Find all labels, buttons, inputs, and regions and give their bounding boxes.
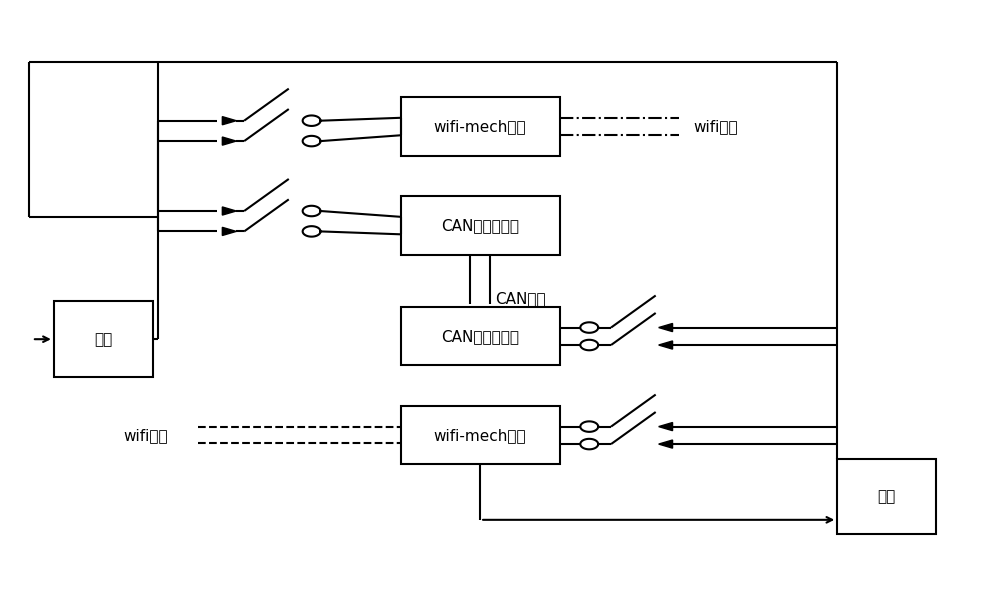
- FancyBboxPatch shape: [837, 459, 936, 534]
- Polygon shape: [659, 440, 673, 448]
- Polygon shape: [222, 137, 236, 145]
- FancyBboxPatch shape: [401, 307, 560, 365]
- Polygon shape: [659, 341, 673, 349]
- FancyBboxPatch shape: [54, 301, 153, 377]
- Text: CAN通信收发器: CAN通信收发器: [441, 218, 519, 233]
- FancyBboxPatch shape: [401, 196, 560, 255]
- Polygon shape: [222, 228, 236, 235]
- Text: wifi-mech模块: wifi-mech模块: [434, 428, 526, 443]
- Polygon shape: [222, 116, 236, 125]
- FancyBboxPatch shape: [401, 406, 560, 465]
- Text: 内机: 内机: [878, 489, 896, 504]
- Polygon shape: [222, 207, 236, 215]
- Text: wifi通信: wifi通信: [693, 119, 738, 134]
- Polygon shape: [659, 423, 673, 431]
- Text: CAN通信: CAN通信: [495, 291, 546, 306]
- Text: 外机: 外机: [94, 332, 112, 347]
- FancyBboxPatch shape: [401, 98, 560, 155]
- Text: wifi通信: wifi通信: [123, 428, 168, 443]
- Text: CAN通信收发器: CAN通信收发器: [441, 329, 519, 344]
- Polygon shape: [659, 323, 673, 332]
- Text: wifi-mech模块: wifi-mech模块: [434, 119, 526, 134]
